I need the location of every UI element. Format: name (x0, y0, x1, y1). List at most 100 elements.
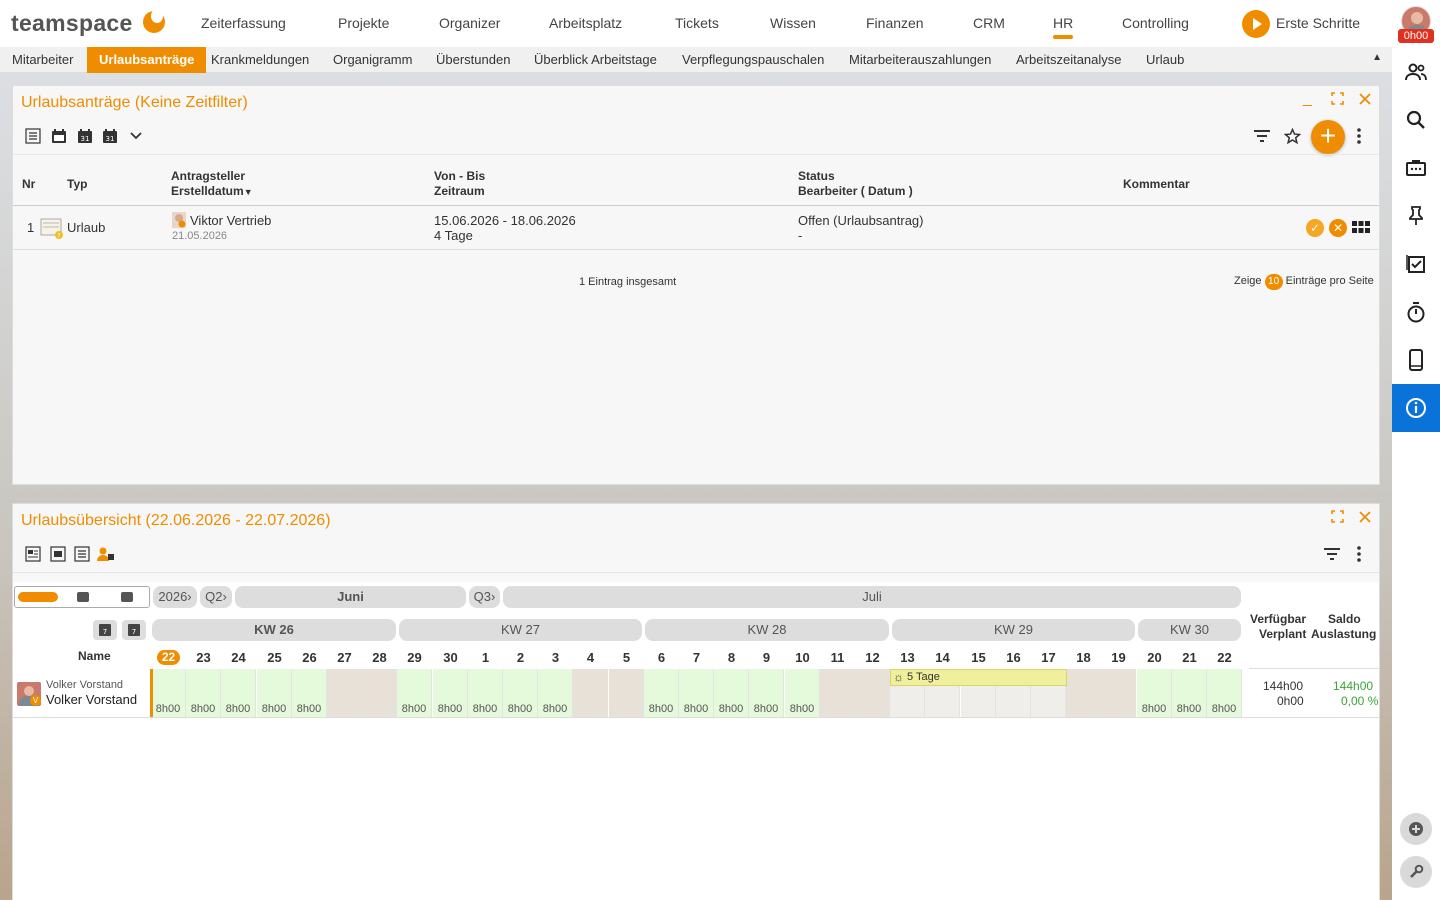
reject-icon[interactable]: ✕ (1329, 219, 1347, 237)
day-cell-4[interactable]: 8h00 (292, 669, 327, 717)
tab-mitarbeiter[interactable]: Mitarbeiter (12, 52, 74, 67)
next-week-icon[interactable]: 7 (122, 620, 146, 640)
stopwatch-icon[interactable] (1392, 288, 1440, 336)
toggle-month-option[interactable] (121, 592, 133, 602)
list-view-icon[interactable] (73, 546, 91, 562)
view-toggle[interactable] (14, 586, 150, 608)
calendar-week-icon[interactable]: 31 (101, 128, 119, 144)
nav-projekte[interactable]: Projekte (338, 15, 390, 31)
day-cell-2[interactable]: 8h00 (221, 669, 256, 717)
quarter-q2-nav[interactable]: Q2› (200, 586, 232, 608)
day-cell-6[interactable] (362, 669, 397, 717)
list-view-icon[interactable] (24, 128, 42, 144)
tab-ueberstunden[interactable]: Überstunden (436, 52, 511, 67)
minimize-icon[interactable]: _ (1303, 90, 1312, 107)
mobile-icon[interactable] (1392, 336, 1440, 384)
week-kw29[interactable]: KW 29 (892, 619, 1135, 641)
tab-ueberblick-arbeitstage[interactable]: Überblick Arbeitstage (534, 52, 657, 67)
name-header[interactable]: Name (78, 649, 111, 663)
day-cell-9[interactable]: 8h00 (468, 669, 503, 717)
day-cell-0[interactable]: 8h00 (151, 669, 186, 717)
col-status[interactable]: Status (798, 169, 835, 183)
tab-krankmeldungen[interactable]: Krankmeldungen (211, 52, 310, 67)
month-juli[interactable]: Juli (503, 586, 1241, 608)
page-size-select[interactable]: 10 (1264, 274, 1283, 290)
employee-name[interactable]: Volker Vorstand (46, 692, 138, 707)
close-icon[interactable] (1358, 510, 1372, 529)
approve-icon[interactable]: ✓ (1306, 219, 1324, 237)
first-steps-link[interactable]: Erste Schritte (1276, 15, 1361, 31)
year-nav[interactable]: 2026› (153, 586, 197, 608)
day-cell-1[interactable]: 8h00 (186, 669, 221, 717)
col-antragsteller[interactable]: Antragsteller (171, 169, 246, 183)
nav-finanzen[interactable]: Finanzen (866, 15, 924, 31)
day-cell-5[interactable] (327, 669, 362, 717)
filter-icon[interactable] (1323, 547, 1341, 563)
week-kw30[interactable]: KW 30 (1138, 619, 1241, 641)
nav-wissen[interactable]: Wissen (770, 15, 816, 31)
day-cell-14[interactable]: 8h00 (644, 669, 679, 717)
team-calendar-icon[interactable] (97, 546, 115, 562)
day-cell-3[interactable]: 8h00 (257, 669, 292, 717)
day-cell-19[interactable] (820, 669, 855, 717)
grid-menu-icon[interactable] (1352, 221, 1370, 237)
day-cell-26[interactable] (1066, 669, 1101, 717)
add-request-button[interactable]: + (1311, 120, 1345, 154)
nav-organizer[interactable]: Organizer (439, 15, 501, 31)
row-antragsteller[interactable]: Viktor Vertrieb (190, 213, 272, 228)
tab-urlaub[interactable]: Urlaub (1146, 52, 1185, 67)
col-zeitraum[interactable]: Zeitraum (434, 184, 485, 198)
maximize-icon[interactable] (1331, 92, 1344, 110)
tasks-icon[interactable] (1392, 240, 1440, 288)
col-von-bis[interactable]: Von - Bis (434, 169, 486, 183)
star-icon[interactable] (1283, 127, 1301, 145)
add-circle-icon[interactable] (1400, 813, 1432, 845)
calendar-grid-icon[interactable] (49, 546, 67, 562)
tab-mitarbeiterauszahlungen[interactable]: Mitarbeiterauszahlungen (849, 52, 992, 67)
day-cell-28[interactable]: 8h00 (1137, 669, 1172, 717)
nav-hr[interactable]: HR (1053, 15, 1074, 39)
calendar-card-icon[interactable] (24, 546, 42, 562)
quarter-q3-nav[interactable]: Q3› (469, 586, 500, 608)
pin-icon[interactable] (1392, 192, 1440, 240)
tab-verpflegungspauschalen[interactable]: Verpflegungspauschalen (682, 52, 825, 67)
col-kommentar[interactable]: Kommentar (1123, 177, 1190, 191)
info-icon[interactable] (1392, 384, 1440, 432)
toggle-week-option[interactable] (77, 592, 89, 602)
day-cell-12[interactable] (573, 669, 608, 717)
day-cell-11[interactable]: 8h00 (538, 669, 573, 717)
nav-crm[interactable]: CRM (973, 15, 1005, 31)
week-kw28[interactable]: KW 28 (645, 619, 889, 641)
search-icon[interactable] (1392, 96, 1440, 144)
day-cell-27[interactable] (1101, 669, 1136, 717)
chevron-down-icon[interactable] (127, 128, 145, 144)
people-icon[interactable] (1392, 48, 1440, 96)
close-icon[interactable] (1358, 92, 1372, 111)
prev-week-icon[interactable]: 7 (93, 620, 117, 640)
tab-urlaubsantraege[interactable]: Urlaubsanträge (87, 47, 207, 73)
day-cell-17[interactable]: 8h00 (749, 669, 784, 717)
day-cell-29[interactable]: 8h00 (1172, 669, 1207, 717)
calendar-31-icon[interactable]: 31 (76, 128, 94, 144)
week-kw27[interactable]: KW 27 (399, 619, 642, 641)
calendar-month-icon[interactable] (50, 128, 68, 144)
month-juni[interactable]: Juni (235, 586, 466, 608)
wrench-icon[interactable] (1400, 856, 1432, 888)
col-erstelldatum[interactable]: Erstelldatum▼ (171, 184, 253, 200)
nav-tickets[interactable]: Tickets (675, 15, 719, 31)
nav-arbeitsplatz[interactable]: Arbeitsplatz (549, 15, 623, 31)
vacation-bar[interactable]: ☼ 5 Tage (890, 669, 1067, 686)
col-nr[interactable]: Nr (22, 177, 36, 191)
col-typ[interactable]: Typ (67, 177, 88, 191)
day-cell-30[interactable]: 8h00 (1207, 669, 1242, 717)
maximize-icon[interactable] (1331, 510, 1344, 528)
col-bearbeiter[interactable]: Bearbeiter ( Datum ) (798, 184, 913, 198)
day-cell-7[interactable]: 8h00 (397, 669, 432, 717)
tab-arbeitszeitanalyse[interactable]: Arbeitszeitanalyse (1016, 52, 1122, 67)
nav-controlling[interactable]: Controlling (1122, 15, 1189, 31)
nav-zeiterfassung[interactable]: Zeiterfassung (201, 15, 286, 31)
more-vertical-icon[interactable] (1350, 128, 1368, 144)
day-cell-13[interactable] (609, 669, 644, 717)
toggle-day-option[interactable] (18, 592, 58, 602)
tab-organigramm[interactable]: Organigramm (333, 52, 413, 67)
